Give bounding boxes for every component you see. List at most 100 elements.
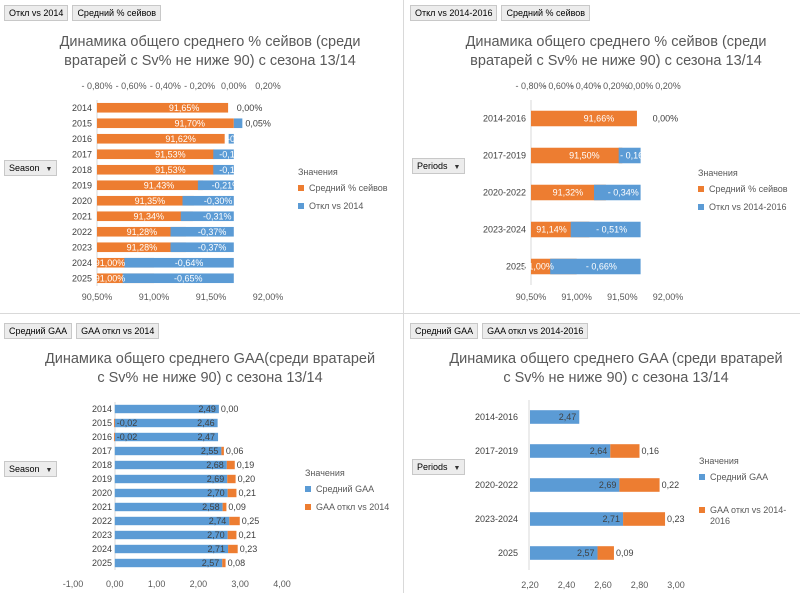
category-label: 2023-2024	[475, 514, 518, 524]
category-label: 2017	[72, 149, 92, 159]
legend-item: GAA откл vs 2014	[305, 502, 389, 513]
category-label: 2016	[72, 134, 92, 144]
legend-item: Средний % сейвов	[698, 184, 788, 195]
bar-orange	[97, 211, 193, 222]
bar-blue	[114, 460, 227, 470]
field-button-gaa-deviation[interactable]: GAA откл vs 2014	[76, 323, 160, 339]
data-label-orange: 91,53%	[155, 165, 186, 175]
data-label-blue: - 0,51%	[596, 225, 627, 235]
secondary-axis-tick-label: 0,20%	[255, 81, 281, 91]
legend-title: Значения	[305, 468, 345, 478]
bar-orange	[97, 226, 186, 237]
bar-blue	[114, 558, 223, 568]
category-label: 2014-2016	[475, 412, 518, 422]
bar-blue	[124, 257, 234, 268]
data-label-orange: 0,20	[238, 474, 256, 484]
chart-plot: -1,00 0,00 1,00 2,00 3,00 4,00 2014 2,49 0,00 201…	[63, 402, 291, 589]
data-label-orange: 91,66%	[584, 114, 615, 124]
chart-title: Динамика общего среднего % сейвов (среди…	[465, 34, 767, 69]
bar-blue	[233, 118, 243, 129]
bar-orange	[222, 558, 226, 568]
dropdown-arrow-icon: ▼	[453, 465, 461, 472]
data-label-orange: 0,09	[616, 548, 634, 558]
bar-orange	[623, 512, 666, 526]
field-buttons: Откл vs 2014 Средний % сейвов	[4, 5, 162, 21]
chart-panel-top-left: Откл vs 2014 Средний % сейвов Динамика о…	[0, 0, 400, 302]
bar-orange	[531, 110, 637, 127]
category-label: 2016	[92, 432, 112, 442]
bar-blue	[114, 432, 219, 442]
data-label-orange: 91,00%	[95, 273, 126, 283]
data-label-blue: 2,74	[209, 516, 227, 526]
secondary-axis-tick-label: - 0,60%	[116, 81, 147, 91]
bar-orange	[97, 180, 204, 191]
chart-title: Динамика общего среднего % сейвов (среди…	[59, 34, 361, 69]
data-label-blue: 2,57	[202, 558, 220, 568]
axis-tick-label: 0,00	[106, 579, 124, 589]
data-label-orange: 0,00	[221, 404, 239, 414]
data-label-blue: -0,37%	[198, 227, 227, 237]
field-button-gaa-deviation[interactable]: GAA откл vs 2014-2016	[482, 323, 589, 339]
bar-blue	[550, 258, 641, 275]
periods-filter-dropdown[interactable]: Periods ▼	[412, 459, 466, 475]
category-label: 2020	[92, 488, 112, 498]
legend-swatch	[298, 203, 304, 209]
data-label-orange: 0,22	[662, 480, 680, 490]
bar-orange	[229, 516, 240, 526]
data-label-blue: -0,30%	[204, 196, 233, 206]
bar-orange	[113, 418, 115, 428]
bar-orange	[97, 102, 229, 113]
category-label: 2025	[92, 558, 112, 568]
legend: Значения Средний GAA GAA откл vs 2014	[305, 468, 389, 520]
field-button-avg-gaa[interactable]: Средний GAA	[4, 323, 73, 339]
bar-blue	[114, 404, 219, 414]
legend-item: Откл vs 2014	[298, 201, 388, 212]
data-label-orange: 0,16	[642, 446, 660, 456]
category-label: 2017-2019	[475, 446, 518, 456]
bar-orange	[531, 184, 606, 201]
secondary-axis-tick-label: - 0,20%	[184, 81, 215, 91]
bar-blue	[114, 530, 228, 540]
data-label-blue: - 0,16%	[620, 151, 651, 161]
field-button-avg-save[interactable]: Средний % сейвов	[501, 5, 591, 21]
bar-orange	[619, 478, 660, 492]
bar-orange	[97, 164, 215, 175]
legend-label: GAA откл vs 2014-2016	[710, 505, 787, 526]
bar-blue	[530, 410, 580, 424]
data-label-orange: 91,50%	[569, 151, 600, 161]
data-label-orange: 0,06	[226, 446, 244, 456]
chart-title: Динамика общего среднего GAA (среди врат…	[449, 351, 783, 386]
periods-filter-dropdown[interactable]: Periods ▼	[412, 158, 466, 174]
bar-orange	[97, 149, 215, 160]
field-button-avg-gaa[interactable]: Средний GAA	[410, 323, 479, 339]
field-button-avg-save[interactable]: Средний % сейвов	[72, 5, 162, 21]
field-buttons: Средний GAA GAA откл vs 2014-2016	[410, 323, 589, 339]
legend-swatch	[698, 186, 704, 192]
data-label-orange: 0,23	[667, 514, 685, 524]
bar-orange	[97, 118, 234, 129]
bar-blue	[530, 478, 620, 492]
data-label-blue: 2,69	[599, 480, 617, 490]
data-label-blue: 2,55	[201, 446, 219, 456]
bar-orange	[221, 446, 224, 456]
legend-item: GAA откл vs 2014-2016	[699, 505, 795, 527]
legend-label: GAA откл vs 2014	[316, 502, 390, 512]
field-button-deviation[interactable]: Откл vs 2014	[4, 5, 69, 21]
data-label-blue: 2,47	[559, 412, 577, 422]
legend-swatch	[699, 507, 705, 513]
data-label-orange: 91,53%	[155, 149, 186, 159]
data-label-orange: 0,19	[237, 460, 255, 470]
data-label-orange: 91,65%	[169, 103, 200, 113]
bar-orange	[226, 460, 235, 470]
category-label: 2019	[72, 180, 92, 190]
data-label-blue: 2,70	[207, 530, 225, 540]
secondary-axis-tick-label: 0,00%	[628, 81, 654, 91]
season-filter-dropdown[interactable]: Season ▼	[4, 461, 58, 477]
data-label-blue: 2,71	[603, 514, 621, 524]
data-label-orange: 0,23	[240, 544, 258, 554]
data-label-orange: 91,32%	[553, 188, 584, 198]
dropdown-label: Season	[9, 163, 40, 173]
field-button-deviation[interactable]: Откл vs 2014-2016	[410, 5, 498, 21]
dropdown-label: Periods	[417, 161, 448, 171]
season-filter-dropdown[interactable]: Season ▼	[4, 160, 58, 176]
